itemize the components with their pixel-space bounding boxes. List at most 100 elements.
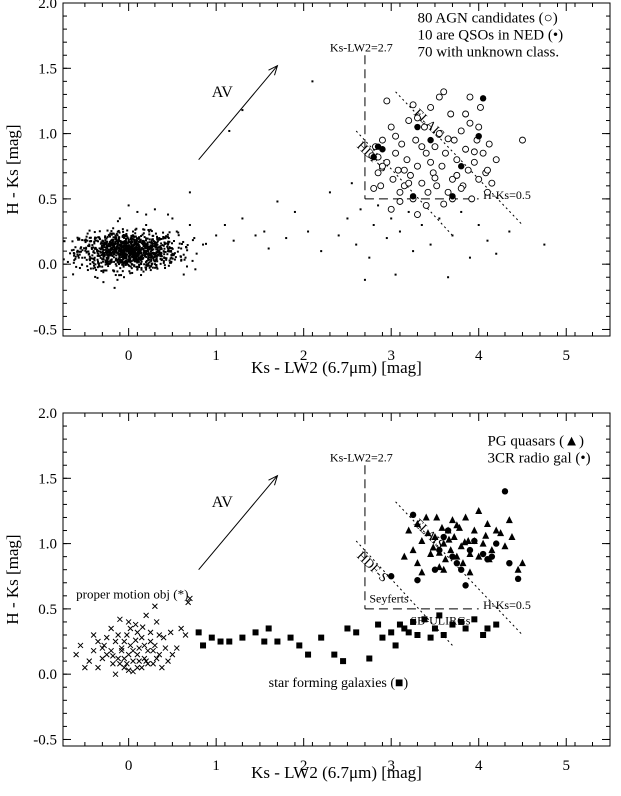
data-point-dot — [120, 274, 123, 277]
data-point-asterisk — [130, 658, 136, 664]
data-point-dot — [164, 237, 167, 240]
data-point-dot — [267, 247, 270, 250]
data-point-filled-triangle — [457, 542, 465, 550]
data-point-filled-triangle — [461, 538, 469, 546]
data-point-dot — [135, 242, 138, 245]
data-point-dot — [111, 251, 114, 254]
data-point-dot — [121, 254, 124, 257]
data-point-dot — [141, 247, 144, 250]
data-point-dot — [131, 244, 134, 247]
data-point-dot — [163, 243, 166, 246]
data-point-dot — [182, 273, 185, 276]
data-point-asterisk — [187, 595, 193, 602]
data-point-dot — [128, 252, 131, 255]
data-point-dot — [116, 243, 119, 246]
data-point-filled-square — [217, 638, 224, 645]
data-point-dot — [363, 278, 366, 281]
data-point-dot — [121, 270, 124, 273]
data-point-dot — [116, 270, 119, 273]
data-point-dot — [125, 257, 128, 260]
data-point-dot — [168, 247, 171, 250]
data-point-filled-square — [427, 634, 434, 641]
data-point-asterisk — [169, 651, 176, 658]
data-point-dot — [135, 227, 138, 230]
data-point-dot — [85, 235, 88, 238]
data-point-dot — [113, 249, 116, 252]
data-point-dot — [85, 246, 88, 249]
data-point-dot — [125, 242, 128, 245]
data-point-dot — [186, 244, 189, 247]
data-point-filled-square — [265, 625, 272, 632]
x-tick-label: 0 — [125, 348, 133, 364]
data-point-dot — [115, 247, 118, 250]
data-point-dot — [180, 247, 183, 250]
data-point-dot — [108, 262, 111, 265]
data-point-dot — [166, 235, 169, 238]
data-point-open-circle — [405, 179, 413, 187]
data-point-dot — [152, 258, 155, 261]
data-point-asterisk — [178, 625, 185, 632]
data-point-dot — [94, 239, 97, 242]
data-point-dot — [151, 262, 154, 265]
data-point-dot — [145, 237, 148, 240]
data-point-dot — [170, 242, 173, 245]
annotation-seyferts: Seyferts — [369, 591, 409, 605]
data-point-dot — [92, 262, 95, 265]
data-point-dot — [328, 191, 331, 194]
data-point-dot — [122, 257, 125, 260]
data-point-dot — [150, 254, 153, 257]
reddening-vector — [198, 475, 278, 571]
data-point-dot — [133, 252, 136, 255]
data-point-dot — [134, 255, 137, 258]
data-point-dot — [173, 258, 176, 261]
data-point-dot — [148, 252, 151, 255]
data-point-dot — [109, 243, 112, 246]
y-tick-label: 0.5 — [38, 192, 57, 208]
data-point-dot — [133, 239, 136, 242]
data-point-dot — [163, 250, 166, 253]
data-point-dot — [83, 256, 86, 259]
data-point-dot — [150, 259, 153, 262]
data-point-filled-circle — [409, 511, 417, 519]
data-point-filled-triangle — [497, 529, 505, 537]
data-point-dot — [167, 264, 170, 267]
data-point-dot — [69, 252, 72, 255]
data-point-dot — [124, 248, 127, 251]
data-point-filled-triangle — [431, 533, 439, 541]
data-point-asterisk — [143, 612, 149, 619]
data-point-dot — [116, 251, 119, 254]
data-point-dot — [97, 260, 100, 263]
data-point-dot — [121, 249, 124, 252]
data-point-dot — [131, 246, 134, 249]
data-point-open-circle — [444, 188, 452, 196]
data-point-dot — [103, 244, 106, 247]
data-point-dot — [149, 269, 152, 272]
data-point-dot — [115, 232, 118, 235]
data-point-dot — [148, 230, 151, 233]
data-point-dot — [140, 268, 143, 271]
data-point-asterisk — [73, 651, 79, 658]
data-point-asterisk — [143, 658, 149, 664]
data-point-dot — [116, 278, 119, 281]
data-point-dot — [137, 256, 140, 259]
data-point-filled-square — [405, 629, 412, 636]
data-point-dot — [148, 256, 151, 259]
data-point-dot — [121, 241, 124, 244]
data-point-asterisk — [132, 621, 139, 628]
data-point-dot — [162, 236, 165, 239]
data-point-dot — [132, 238, 135, 241]
annotation-av-label: AV — [212, 84, 233, 101]
data-point-dot — [178, 242, 181, 245]
data-point-filled-triangle — [453, 521, 461, 529]
data-point-dot — [92, 267, 95, 270]
data-point-filled-circle — [431, 566, 439, 573]
data-point-filled-triangle — [459, 559, 467, 567]
data-point-dot — [154, 243, 157, 246]
data-point-asterisk — [136, 645, 142, 651]
data-point-dot — [122, 246, 125, 249]
data-point-asterisk — [138, 634, 145, 641]
data-point-dot — [155, 255, 158, 258]
data-point-dot — [122, 265, 125, 268]
data-point-dot — [359, 208, 362, 211]
data-point-asterisk — [153, 619, 160, 625]
